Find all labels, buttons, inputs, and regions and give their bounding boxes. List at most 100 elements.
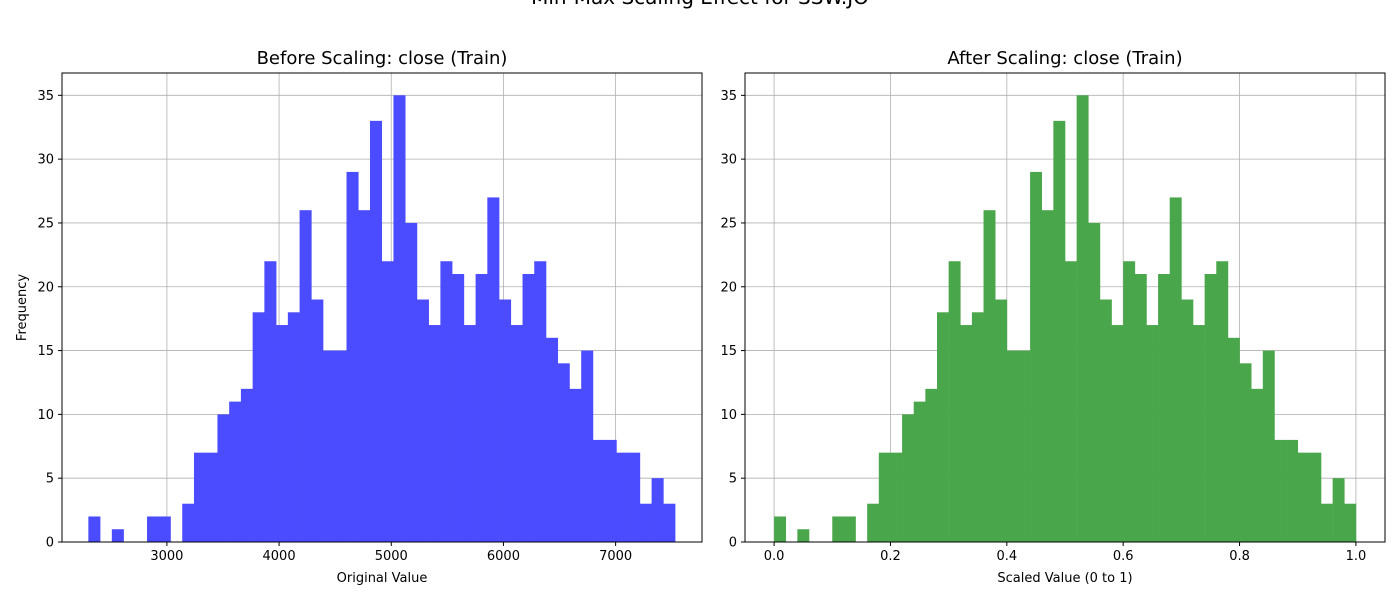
histogram-bar	[925, 388, 938, 542]
histogram-bar	[1297, 452, 1310, 542]
histogram-bar	[1041, 210, 1054, 542]
x-axis-label: Original Value	[337, 571, 428, 586]
y-tick-label: 5	[729, 472, 737, 487]
histogram-bar	[487, 197, 500, 542]
histogram-bar	[311, 299, 324, 542]
histogram-bar	[1099, 299, 1112, 542]
histogram-bar	[960, 325, 973, 542]
y-tick-label: 20	[37, 280, 54, 295]
y-tick-label: 30	[720, 153, 737, 168]
histogram-bar	[902, 414, 915, 542]
histogram-bar	[182, 503, 195, 542]
x-tick-label: 0.4	[996, 549, 1017, 564]
histogram-bar	[1169, 197, 1182, 542]
x-axis-label: Scaled Value (0 to 1)	[997, 571, 1132, 586]
histogram-bar	[651, 478, 664, 542]
histogram-bar	[1123, 261, 1136, 542]
histogram-bar	[581, 350, 594, 542]
y-tick-label: 10	[37, 408, 54, 423]
histogram-bar	[774, 516, 787, 542]
histogram-bar	[534, 261, 547, 542]
histogram-bar	[1286, 439, 1299, 542]
chart-panel-2: 0.0 0.2 0.4 0.6 0.8 1.0 0 5 10 15 20 25 30 35 After Sc…	[720, 48, 1386, 586]
histogram-bar	[843, 516, 856, 542]
histogram-bar	[545, 337, 559, 542]
histogram-bar	[1332, 478, 1345, 542]
histogram-bar	[937, 312, 949, 542]
x-tick-label: 6000	[487, 549, 520, 564]
histogram-bar	[217, 414, 230, 542]
histogram-bar	[88, 516, 101, 542]
histogram-bar	[1274, 439, 1287, 542]
histogram-bar	[1134, 274, 1147, 542]
x-tick-label: 1.0	[1346, 549, 1367, 564]
panel-title: Before Scaling: close (Train)	[257, 48, 508, 69]
histogram-bar	[440, 261, 453, 542]
histogram-bar	[334, 350, 347, 542]
histogram-bar	[111, 529, 124, 542]
y-tick-label: 10	[720, 408, 737, 423]
x-tick-label: 0.0	[764, 549, 785, 564]
y-tick-label: 15	[720, 344, 737, 359]
histogram-bar	[287, 312, 300, 542]
axes-frame	[744, 72, 1386, 543]
y-tick-label: 20	[720, 280, 737, 295]
histogram-bar	[1181, 299, 1194, 542]
histogram-bar	[971, 312, 984, 542]
histogram-bar	[948, 261, 961, 542]
histogram-bar	[1088, 222, 1101, 542]
histogram-bar	[1262, 350, 1275, 542]
histogram-bar	[1006, 350, 1019, 542]
histogram-bar	[346, 171, 359, 542]
histogram-bar	[569, 388, 582, 542]
histogram-bar	[264, 261, 277, 542]
histogram-bar	[1344, 503, 1357, 542]
histogram-bar	[1193, 325, 1205, 542]
y-tick-label: 25	[37, 216, 54, 231]
histogram-bar	[1076, 95, 1089, 542]
histogram-bar	[193, 452, 207, 542]
histogram-bar	[381, 261, 394, 542]
y-tick-label: 5	[46, 472, 54, 487]
panel-title: After Scaling: close (Train)	[947, 48, 1182, 69]
y-axis-label: Frequency	[15, 274, 30, 341]
axes-frame	[61, 72, 703, 543]
histogram-bar	[1111, 325, 1124, 542]
histogram-bar	[1309, 452, 1322, 542]
histogram-bar	[416, 299, 429, 542]
histogram-bar	[205, 452, 218, 542]
histogram-bar	[369, 120, 383, 542]
bars	[774, 95, 1357, 542]
histogram-bar	[1239, 363, 1252, 542]
histogram-bar	[1251, 388, 1264, 542]
x-tick-label: 4000	[263, 549, 296, 564]
histogram-bar	[405, 222, 418, 542]
chart-panel-1: 3000 4000 5000 6000 7000 0 5 10 15 20 25 30 35 Before…	[15, 48, 703, 586]
histogram-bar	[797, 529, 810, 542]
y-tick-label: 15	[37, 344, 54, 359]
histogram-bar	[358, 210, 371, 542]
histogram-bar	[240, 388, 253, 542]
histogram-bar	[1321, 503, 1333, 542]
histogram-bar	[663, 503, 676, 542]
histogram-bar	[1216, 261, 1229, 542]
histogram-bar	[1065, 261, 1077, 542]
histogram-bar	[913, 401, 926, 542]
histogram-bar	[616, 452, 629, 542]
histogram-bar	[475, 274, 488, 542]
histogram-bar	[147, 516, 160, 542]
y-tick-label: 0	[729, 536, 737, 551]
histogram-bar	[229, 401, 242, 542]
histogram-bar	[628, 452, 641, 542]
histogram-bar	[890, 452, 903, 542]
histogram-bar	[1053, 120, 1066, 542]
histogram-bar	[299, 210, 312, 542]
histogram-bar	[592, 439, 605, 542]
bars	[88, 95, 676, 542]
histogram-bar	[522, 274, 535, 542]
histogram-bar	[428, 325, 441, 542]
x-tick-label: 5000	[375, 549, 408, 564]
histogram-bar	[878, 452, 891, 542]
histogram-bar	[323, 350, 336, 542]
